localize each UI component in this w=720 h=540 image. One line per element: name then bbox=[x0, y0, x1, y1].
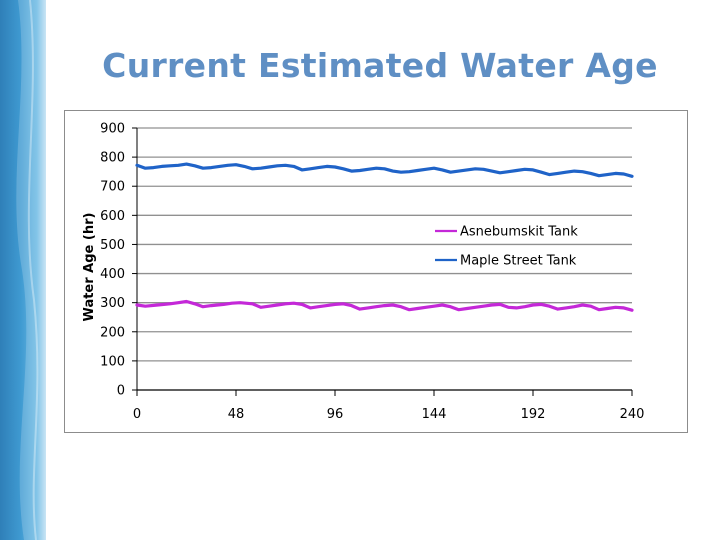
x-tick-labels: 0 48 96 144 192 240 bbox=[133, 407, 645, 422]
x-tick-label: 192 bbox=[521, 407, 546, 422]
y-tick-label: 200 bbox=[100, 325, 125, 340]
slide-side-panel bbox=[0, 0, 46, 540]
x-tick-label: 144 bbox=[422, 407, 447, 422]
chart-legend: Asnebumskit Tank Maple Street Tank bbox=[435, 225, 578, 269]
y-tick-label: 300 bbox=[100, 296, 125, 311]
y-tick-label: 100 bbox=[100, 354, 125, 369]
x-tick-label: 0 bbox=[133, 407, 141, 422]
y-tick-label: 0 bbox=[117, 384, 125, 399]
series-line-asnebumskit-tank bbox=[135, 299, 634, 312]
chart-frame: 0 100 200 300 400 500 600 700 800 900 0 48 96 144 192… bbox=[64, 110, 688, 433]
water-age-chart: 0 100 200 300 400 500 600 700 800 900 0 48 96 144 192… bbox=[82, 122, 645, 423]
y-tick-label: 500 bbox=[100, 238, 125, 253]
axes bbox=[132, 127, 633, 396]
grid-lines bbox=[137, 127, 632, 362]
x-tick-label: 240 bbox=[620, 407, 645, 422]
y-tick-label: 900 bbox=[100, 122, 125, 137]
y-axis-label: Water Age (hr) bbox=[82, 213, 97, 322]
slide-title: Current Estimated Water Age bbox=[102, 46, 658, 85]
series-line-maple-street-tank bbox=[135, 162, 634, 178]
decorative-wave bbox=[16, 0, 46, 540]
y-tick-label: 400 bbox=[100, 267, 125, 282]
x-tick-label: 96 bbox=[327, 407, 344, 422]
y-tick-labels: 0 100 200 300 400 500 600 700 800 900 bbox=[100, 122, 125, 399]
series-lines bbox=[135, 162, 634, 312]
x-tick-label: 48 bbox=[228, 407, 245, 422]
y-tick-label: 800 bbox=[100, 151, 125, 166]
y-tick-label: 600 bbox=[100, 209, 125, 224]
y-tick-label: 700 bbox=[100, 180, 125, 195]
legend-label-asnebumskit-tank: Asnebumskit Tank bbox=[460, 225, 578, 240]
legend-label-maple-street-tank: Maple Street Tank bbox=[460, 254, 577, 269]
